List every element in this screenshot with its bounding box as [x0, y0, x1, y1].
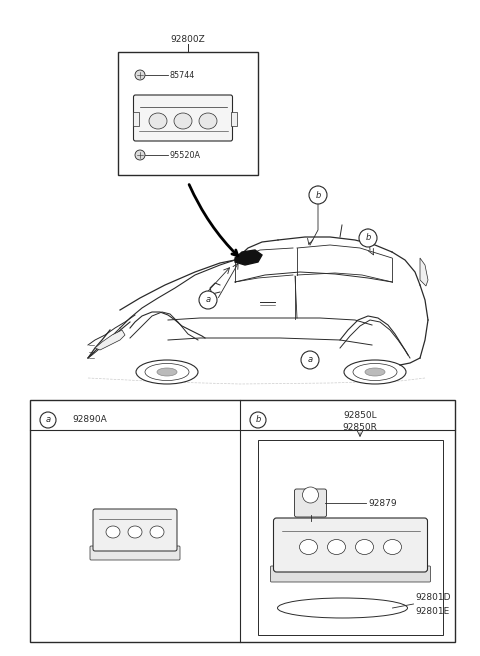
Ellipse shape [150, 526, 164, 538]
FancyBboxPatch shape [274, 518, 428, 572]
Circle shape [135, 70, 145, 80]
Text: 92800Z: 92800Z [170, 35, 205, 45]
Text: a: a [205, 295, 211, 304]
Bar [132, 112, 139, 126]
Text: a: a [46, 415, 50, 424]
Polygon shape [95, 330, 125, 350]
Ellipse shape [106, 526, 120, 538]
Circle shape [309, 186, 327, 204]
Text: 92879: 92879 [369, 499, 397, 508]
Bar [230, 112, 237, 126]
Ellipse shape [199, 113, 217, 129]
FancyBboxPatch shape [90, 546, 180, 560]
Circle shape [250, 412, 266, 428]
Ellipse shape [344, 360, 406, 384]
FancyBboxPatch shape [295, 489, 326, 517]
Polygon shape [235, 250, 262, 265]
Bar [258, 440, 443, 635]
Ellipse shape [149, 113, 167, 129]
Ellipse shape [174, 113, 192, 129]
Text: 92801E: 92801E [416, 607, 450, 617]
Text: 92850R: 92850R [343, 424, 377, 432]
Ellipse shape [128, 526, 142, 538]
Ellipse shape [277, 598, 408, 618]
Text: 92801D: 92801D [416, 594, 451, 602]
Circle shape [40, 412, 56, 428]
FancyBboxPatch shape [93, 509, 177, 551]
Ellipse shape [365, 368, 385, 376]
Text: b: b [255, 415, 261, 424]
Circle shape [135, 150, 145, 160]
Ellipse shape [136, 360, 198, 384]
Circle shape [301, 351, 319, 369]
Polygon shape [420, 258, 428, 286]
Text: a: a [307, 356, 312, 365]
Bar [118, 52, 258, 175]
FancyBboxPatch shape [271, 566, 431, 582]
Circle shape [199, 291, 217, 309]
Ellipse shape [327, 539, 346, 554]
Bar [30, 400, 455, 642]
Ellipse shape [353, 363, 397, 380]
Ellipse shape [356, 539, 373, 554]
Ellipse shape [145, 363, 189, 380]
Ellipse shape [384, 539, 401, 554]
FancyBboxPatch shape [133, 95, 232, 141]
Text: b: b [315, 190, 321, 199]
Text: b: b [365, 234, 371, 243]
Ellipse shape [300, 539, 317, 554]
Text: 85744: 85744 [170, 70, 195, 79]
Text: 92890A: 92890A [72, 415, 108, 424]
Circle shape [302, 487, 319, 503]
Ellipse shape [157, 368, 177, 376]
Text: 95520A: 95520A [170, 150, 201, 159]
Circle shape [359, 229, 377, 247]
Text: 92850L: 92850L [343, 411, 377, 420]
